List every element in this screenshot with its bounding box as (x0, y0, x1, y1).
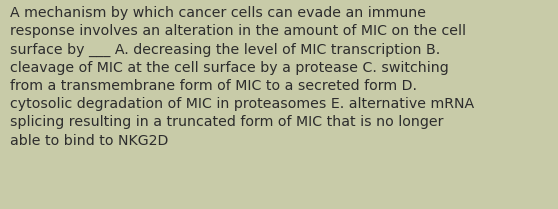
Text: A mechanism by which cancer cells can evade an immune
response involves an alter: A mechanism by which cancer cells can ev… (10, 6, 474, 148)
